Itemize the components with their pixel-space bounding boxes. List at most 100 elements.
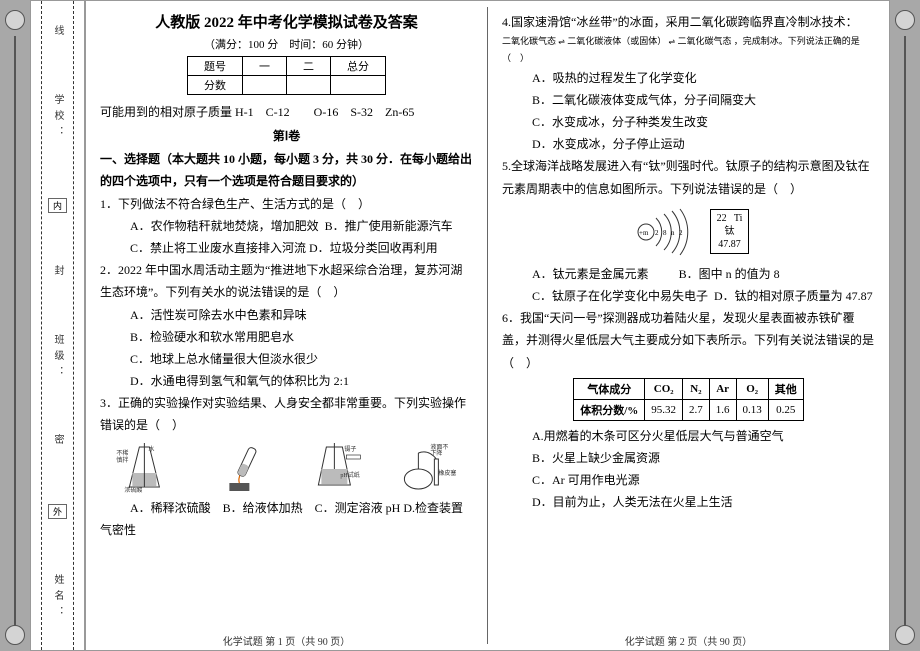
svg-text:橡皮塞: 橡皮塞 bbox=[439, 469, 457, 477]
left-gutter bbox=[0, 0, 30, 651]
score-col-1: 一 bbox=[243, 57, 287, 76]
q3-figures: 不稀 慎拌 水 浓硫酸 bbox=[100, 441, 473, 493]
seal-label-inner: 内 bbox=[48, 198, 67, 213]
score-row-label: 分数 bbox=[188, 76, 243, 95]
field-name: 姓名： bbox=[50, 570, 65, 626]
q4-b: B．二氧化碳液体变成气体，分子间隔变大 bbox=[502, 89, 875, 111]
seal-dash-inner bbox=[73, 1, 74, 650]
elem-name: 钛 bbox=[717, 225, 743, 238]
q2-d: D．水通电得到氢气和氧气的体积比为 2:1 bbox=[100, 370, 473, 392]
q1-d: D．垃圾分类回收再利用 bbox=[309, 241, 438, 255]
fold-top-icon bbox=[5, 10, 25, 30]
part1-label: 第Ⅰ卷 bbox=[100, 127, 473, 144]
seal-label-1: 线 bbox=[50, 25, 65, 43]
svg-text:镊子: 镊子 bbox=[344, 445, 356, 453]
gt-h3: Ar bbox=[709, 378, 736, 399]
q5-diagram: +m 2 8 n 2 22 Ti 钛 47.87 bbox=[502, 204, 875, 259]
field-class: 班级： bbox=[50, 330, 65, 386]
svg-text:pH试纸: pH试纸 bbox=[340, 471, 359, 479]
exam-paper: 人教版 2022 年中考化学模拟试卷及答案 （满分：100 分 时间：60 分钟… bbox=[85, 0, 890, 651]
q5-stem: 5.全球海洋战略发展进入有“钛”则强时代。钛原子的结构示意图及钛在元素周期表中的… bbox=[502, 155, 875, 199]
score-col-2: 二 bbox=[287, 57, 331, 76]
fold-bottom-icon-r bbox=[895, 625, 915, 645]
svg-text:慎拌: 慎拌 bbox=[116, 456, 128, 464]
column-left: 人教版 2022 年中考化学模拟试卷及答案 （满分：100 分 时间：60 分钟… bbox=[86, 1, 487, 650]
svg-text:8: 8 bbox=[663, 229, 667, 237]
svg-text:水: 水 bbox=[148, 445, 154, 453]
elem-num: 22 bbox=[717, 213, 727, 224]
q3-opts: A．稀释浓硫酸 B．给液体加热 C．测定溶液 pH D.检查装置气密性 bbox=[100, 497, 473, 541]
gutter-line-r bbox=[904, 36, 906, 625]
footer-right: 化学试题 第 2 页（共 90 页） bbox=[488, 633, 889, 648]
atom-shell-icon: +m 2 8 n 2 bbox=[628, 204, 698, 259]
eq-arrow1-icon: ⇌ bbox=[558, 37, 565, 46]
sectionA-heading: 一、选择题（本大题共 10 小题，每小题 3 分，共 30 分．在每小题给出的四… bbox=[100, 148, 473, 192]
seal-dash-outer bbox=[41, 1, 42, 650]
q4-d: D．水变成冰，分子停止运动 bbox=[502, 133, 875, 155]
eq-p4: 二氧化碳气态 bbox=[677, 36, 731, 46]
field-school: 学校： bbox=[50, 90, 65, 146]
q6-b: B．火星上缺少金属资源 bbox=[502, 447, 875, 469]
seal-label-outer: 外 bbox=[48, 504, 67, 519]
elem-sym: Ti bbox=[734, 213, 743, 224]
binding-margin: 线 学校： 内 封 班级： 密 外 姓名： bbox=[30, 0, 85, 651]
gt-v2: 1.6 bbox=[709, 399, 736, 420]
gt-h1: CO₂ bbox=[645, 378, 683, 399]
q2-stem: 2．2022 年中国水周活动主题为“推进地下水超采综合治理，复苏河湖生态环境”。… bbox=[100, 259, 473, 303]
right-gutter bbox=[890, 0, 920, 651]
q2-b: B．检验硬水和软水常用肥皂水 bbox=[100, 326, 473, 348]
q1-row1: A．农作物秸秆就地焚烧，增加肥效 B．推广使用新能源汽车 bbox=[100, 215, 473, 237]
svg-text:+m: +m bbox=[639, 229, 649, 237]
score-table: 题号 一 二 总分 分数 bbox=[187, 56, 386, 95]
q1-b: B．推广使用新能源汽车 bbox=[325, 219, 453, 233]
q5-d: D．钛的相对原子质量为 47.87 bbox=[714, 289, 873, 303]
q4-a: A．吸热的过程发生了化学变化 bbox=[502, 67, 875, 89]
q6-a: A.用燃着的木条可区分火星低层大气与普通空气 bbox=[502, 425, 875, 447]
eq-p0: 二氧化碳气态 bbox=[502, 36, 556, 46]
q4-c: C．水变成冰，分子种类发生改变 bbox=[502, 111, 875, 133]
fig-heat-liquid bbox=[195, 441, 284, 493]
elem-mass: 47.87 bbox=[717, 238, 743, 251]
atomic-masses: 可能用到的相对原子质量 H-1 C-12 O-16 S-32 Zn-65 bbox=[100, 101, 473, 123]
fold-top-icon-r bbox=[895, 10, 915, 30]
q3-stem: 3．正确的实验操作对实验结果、人身安全都非常重要。下列实验操作错误的是（ ） bbox=[100, 392, 473, 436]
fold-bottom-icon bbox=[5, 625, 25, 645]
q5-a: A．钛元素是金属元素 bbox=[532, 267, 649, 281]
q5-row1: A．钛元素是金属元素 B．图中 n 的值为 8 bbox=[502, 263, 875, 285]
gt-h0: 气体成分 bbox=[574, 378, 645, 399]
q5-row2: C．钛原子在化学变化中易失电子 D．钛的相对原子质量为 47.87 bbox=[502, 285, 875, 307]
fig-ph-test: 镊子 pH试纸 bbox=[290, 441, 379, 493]
score-cell-2 bbox=[287, 76, 331, 95]
q6-d: D．目前为止，人类无法在火星上生活 bbox=[502, 491, 875, 513]
svg-text:下降: 下降 bbox=[431, 449, 443, 457]
gt-v1: 2.7 bbox=[683, 399, 710, 420]
exam-title: 人教版 2022 年中考化学模拟试卷及答案 bbox=[100, 11, 473, 32]
q5-c: C．钛原子在化学变化中易失电子 bbox=[532, 289, 708, 303]
q1-stem: 1．下列做法不符合绿色生产、生活方式的是（ ） bbox=[100, 193, 473, 215]
exam-subtitle: （满分：100 分 时间：60 分钟） bbox=[100, 36, 473, 52]
q4-stem: 4.国家速滑馆“冰丝带”的冰面，采用二氧化碳跨临界直冷制冰技术： bbox=[502, 11, 875, 33]
svg-text:浓硫酸: 浓硫酸 bbox=[124, 486, 142, 493]
eq-p2: 二氧化碳液体（或固体） bbox=[567, 36, 666, 46]
gt-v0: 95.32 bbox=[645, 399, 683, 420]
svg-text:2: 2 bbox=[679, 229, 683, 237]
gt-rowlabel: 体积分数/% bbox=[574, 399, 645, 420]
svg-text:液面不: 液面不 bbox=[431, 443, 449, 451]
gt-h2: N₂ bbox=[683, 378, 710, 399]
gt-v4: 0.25 bbox=[768, 399, 803, 420]
q1-row2: C．禁止将工业废水直接排入河流 D．垃圾分类回收再利用 bbox=[100, 237, 473, 259]
footer-left: 化学试题 第 1 页（共 90 页） bbox=[86, 633, 487, 648]
svg-text:n: n bbox=[671, 229, 675, 237]
q4-equation: 二氧化碳气态 ⇌ 二氧化碳液体（或固体） ⇌ 二氧化碳气态 ，完成制冰。下列说法… bbox=[502, 33, 875, 66]
q2-a: A．活性炭可除去水中色素和异味 bbox=[100, 304, 473, 326]
q2-c: C．地球上总水储量很大但淡水很少 bbox=[100, 348, 473, 370]
gt-h4: O₂ bbox=[736, 378, 768, 399]
q1-c: C．禁止将工业废水直接排入河流 bbox=[130, 241, 306, 255]
seal-label-2: 封 bbox=[50, 265, 65, 283]
svg-text:2: 2 bbox=[655, 229, 659, 237]
element-card: 22 Ti 钛 47.87 bbox=[710, 209, 750, 254]
score-cell-3 bbox=[331, 76, 386, 95]
svg-text:不稀: 不稀 bbox=[116, 449, 128, 457]
gutter-line bbox=[14, 36, 16, 625]
seal-label-3: 密 bbox=[50, 434, 65, 452]
